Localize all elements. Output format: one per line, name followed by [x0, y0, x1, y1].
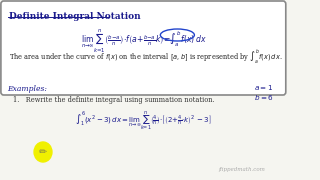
Text: The area under the curve of $f(x)$ on the interval $[a, b]$ is represented by $\: The area under the curve of $f(x)$ on th…: [9, 47, 283, 66]
Text: 1.   Rewrite the definite integral using summation notation.: 1. Rewrite the definite integral using s…: [12, 96, 214, 104]
Text: $\int_1^6 (x^2 - 3)\,dx = \lim_{n \to \infty} \sum_{k=1}^{n} \left(\frac{4}{n}\r: $\int_1^6 (x^2 - 3)\,dx = \lim_{n \to \i…: [75, 110, 212, 132]
Text: ✏: ✏: [39, 147, 47, 157]
Text: Examples:: Examples:: [7, 85, 47, 93]
Text: $\lim_{n \to \infty} \sum_{k=1}^{n} \left(\frac{b-a}{n}\right) \cdot f\left(a + : $\lim_{n \to \infty} \sum_{k=1}^{n} \lef…: [81, 28, 206, 55]
Circle shape: [34, 142, 52, 162]
Text: flippedmath.com: flippedmath.com: [219, 167, 265, 172]
FancyBboxPatch shape: [1, 1, 286, 95]
Text: $a = 1$
$b = 6$: $a = 1$ $b = 6$: [254, 83, 273, 102]
Text: Definite Integral Notation: Definite Integral Notation: [9, 12, 140, 21]
